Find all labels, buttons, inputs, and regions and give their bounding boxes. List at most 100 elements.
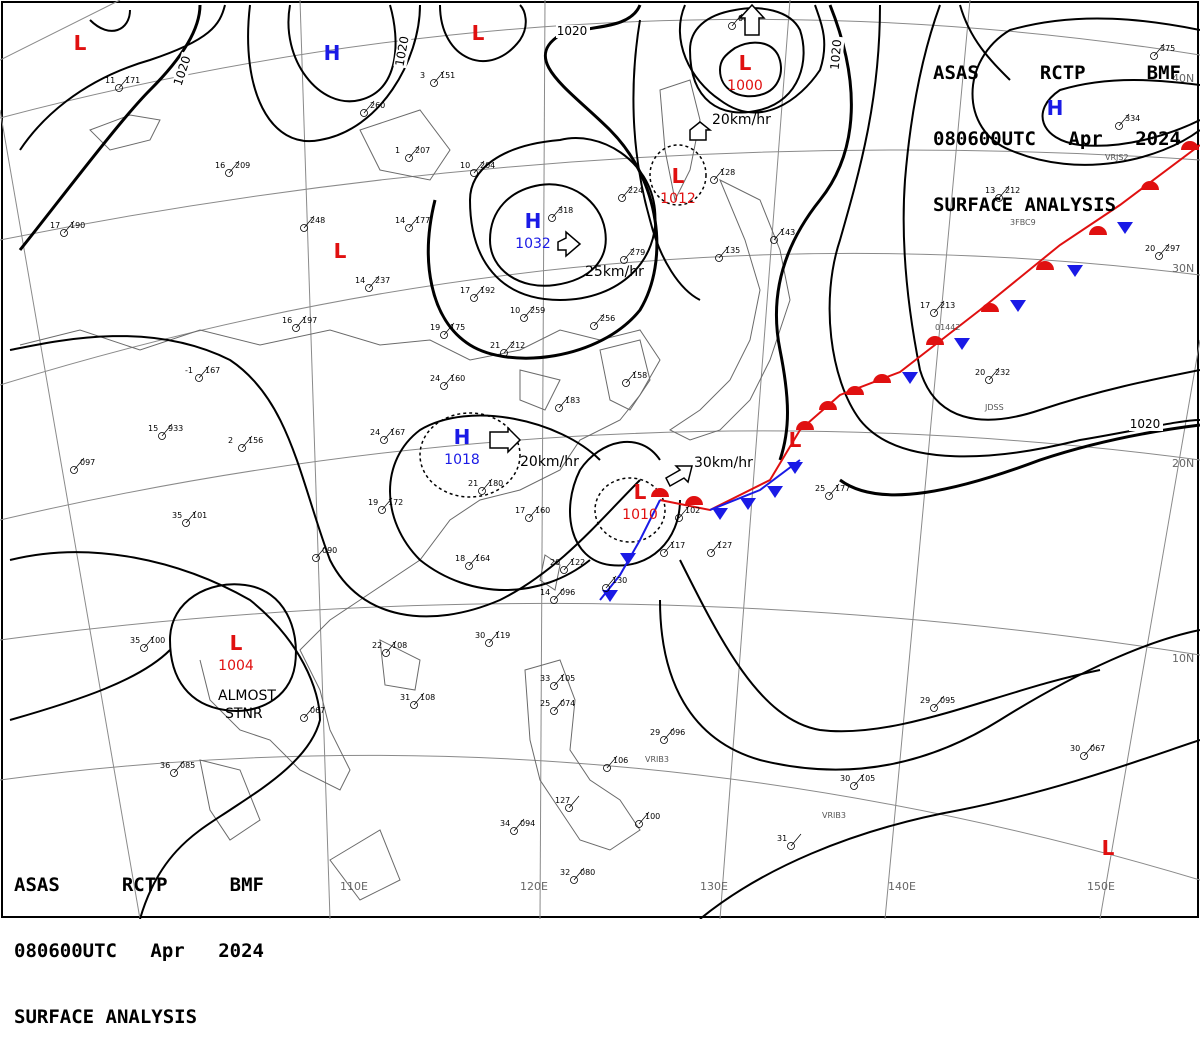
- station-pressure: 256: [600, 314, 615, 323]
- pressure-center-value: 1018: [444, 452, 480, 468]
- station-temperature: 29: [650, 728, 660, 737]
- station-pressure: 259: [530, 306, 545, 315]
- station-pressure: 260: [370, 101, 385, 110]
- station-pressure: 297: [1165, 244, 1180, 253]
- low-pressure-center: L: [672, 164, 685, 188]
- header-top-code1: ASAS: [933, 62, 979, 84]
- station-temperature: 25: [815, 484, 825, 493]
- high-pressure-center: H: [454, 425, 471, 449]
- station-pressure: 094: [520, 819, 535, 828]
- station-pressure: 177: [415, 216, 430, 225]
- station-temperature: 2: [228, 436, 233, 445]
- station-pressure: 160: [450, 374, 465, 383]
- station-temperature: 18: [455, 554, 465, 563]
- station-pressure: 171: [125, 76, 140, 85]
- motion-speed-label: 30km/hr: [694, 455, 753, 471]
- station-pressure: 106: [613, 756, 628, 765]
- station-temperature: 19: [368, 498, 378, 507]
- high-pressure-center: H: [525, 209, 542, 233]
- station-pressure: 143: [780, 228, 795, 237]
- station-pressure: 080: [580, 868, 595, 877]
- motion-speed-label: 20km/hr: [712, 112, 771, 128]
- station-temperature: -1: [185, 366, 193, 375]
- station-temperature: 30: [475, 631, 485, 640]
- station-temperature: 11: [105, 76, 115, 85]
- station-pressure: 177: [835, 484, 850, 493]
- header-top-time: 080600UTC: [933, 128, 1036, 150]
- station-temperature: 10: [460, 161, 470, 170]
- station-pressure: 248: [310, 216, 325, 225]
- low-pressure-center: L: [472, 21, 485, 45]
- isobar-label: 1020: [828, 39, 845, 71]
- station-pressure: 204: [480, 161, 495, 170]
- longitude-label: 130E: [700, 880, 728, 893]
- station-pressure: 096: [670, 728, 685, 737]
- station-pressure: 197: [302, 316, 317, 325]
- annotation-almost: ALMOST: [218, 688, 276, 704]
- station-temperature: 25: [540, 699, 550, 708]
- header-bottom-code3: BMF: [230, 874, 264, 896]
- low-pressure-center: L: [230, 631, 243, 655]
- station-temperature: 20: [1145, 244, 1155, 253]
- low-pressure-center: L: [739, 51, 752, 75]
- low-pressure-center: L: [1102, 836, 1115, 860]
- station-pressure: 135: [725, 246, 740, 255]
- station-temperature: 31: [777, 834, 787, 843]
- station-temperature: 29: [920, 696, 930, 705]
- station-temperature: 35: [130, 636, 140, 645]
- pressure-center-value: 1010: [622, 507, 658, 523]
- station-temperature: 31: [400, 693, 410, 702]
- station-temperature: 33: [540, 674, 550, 683]
- station-pressure: 108: [392, 641, 407, 650]
- isobar-label: 1020: [1130, 417, 1161, 431]
- station-temperature: 20: [975, 368, 985, 377]
- station-pressure: 067: [310, 706, 325, 715]
- station-pressure: 108: [420, 693, 435, 702]
- station-pressure: 183: [565, 396, 580, 405]
- station-pressure: 117: [670, 541, 685, 550]
- pressure-center-value: 1012: [660, 191, 696, 207]
- header-bottom-year: 2024: [218, 940, 264, 962]
- header-bottom-code2: RCTP: [122, 874, 168, 896]
- pressure-center-value: 1032: [515, 236, 551, 252]
- station-pressure: 318: [558, 206, 573, 215]
- station-pressure: 119: [495, 631, 510, 640]
- station-pressure: 180: [488, 479, 503, 488]
- station-temperature: 19: [430, 323, 440, 332]
- station-pressure: 130: [612, 576, 627, 585]
- high-pressure-center: H: [324, 41, 341, 65]
- station-pressure: 128: [720, 168, 735, 177]
- ship-id: VRIB3: [822, 811, 846, 820]
- longitude-label: 140E: [888, 880, 916, 893]
- header-top: ASAS RCTP BMF 080600UTC Apr 2024 SURFACE…: [933, 18, 1181, 238]
- station-temperature: 36: [160, 761, 170, 770]
- station-temperature: 17: [920, 301, 930, 310]
- station-temperature: 20: [550, 558, 560, 567]
- station-temperature: 34: [500, 819, 510, 828]
- ship-id: VRIB3: [645, 755, 669, 764]
- station-pressure: 213: [940, 301, 955, 310]
- header-top-code2: RCTP: [1040, 62, 1086, 84]
- station-pressure: 096: [560, 588, 575, 597]
- station-pressure: 127: [717, 541, 732, 550]
- station-temperature: 21: [490, 341, 500, 350]
- station-pressure: 212: [510, 341, 525, 350]
- motion-speed-label: 20km/hr: [520, 454, 579, 470]
- station-temperature: 14: [540, 588, 550, 597]
- station-pressure: 224: [628, 186, 643, 195]
- ship-id: 01442: [935, 323, 960, 332]
- header-top-title: SURFACE ANALYSIS: [933, 194, 1181, 216]
- station-temperature: 21: [468, 479, 478, 488]
- station-temperature: 16: [215, 161, 225, 170]
- station-pressure: 085: [180, 761, 195, 770]
- station-pressure: 105: [560, 674, 575, 683]
- station-pressure: 095: [940, 696, 955, 705]
- station-temperature: 30: [1070, 744, 1080, 753]
- station-temperature: 17: [460, 286, 470, 295]
- header-bottom-code1: ASAS: [14, 874, 60, 896]
- station-temperature: 17: [50, 221, 60, 230]
- longitude-label: 150E: [1087, 880, 1115, 893]
- station-pressure: 101: [192, 511, 207, 520]
- station-pressure: 167: [390, 428, 405, 437]
- pressure-center-value: 1004: [218, 658, 254, 674]
